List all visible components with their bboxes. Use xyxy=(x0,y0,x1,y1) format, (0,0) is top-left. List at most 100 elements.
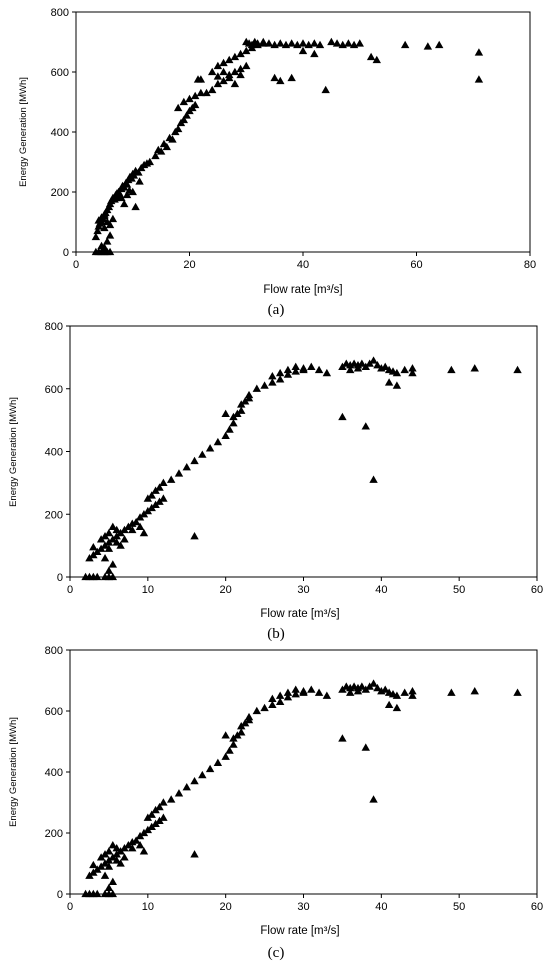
y-tick-label: 600 xyxy=(45,706,63,718)
data-point-triangle xyxy=(268,372,277,380)
data-point-triangle xyxy=(205,444,215,452)
y-axis-label: Energy Generation [MWh] xyxy=(8,717,19,827)
data-point-triangle xyxy=(259,37,268,46)
data-point-triangle xyxy=(104,566,114,574)
x-tick-label: 50 xyxy=(453,901,465,913)
data-point-triangle xyxy=(338,734,347,742)
data-point-triangle xyxy=(291,367,300,375)
data-point-triangle xyxy=(236,70,245,79)
data-point-triangle xyxy=(105,220,115,229)
data-point-triangle xyxy=(229,734,238,742)
data-point-triangle xyxy=(276,39,285,47)
data-point-triangle xyxy=(93,865,102,873)
data-point-triangle xyxy=(384,700,394,709)
data-point-triangle xyxy=(151,151,160,160)
data-point-triangle xyxy=(112,525,121,534)
x-axis-ticks: 0 10 20 30 40 50 60 xyxy=(67,577,543,596)
data-point-triangle xyxy=(219,58,228,67)
y-tick-label: 0 xyxy=(63,247,69,259)
data-point-triangle xyxy=(513,688,522,696)
x-tick-label: 0 xyxy=(73,259,79,271)
data-point-triangle xyxy=(366,52,376,61)
data-point-triangle xyxy=(298,39,308,47)
data-point-triangle xyxy=(100,223,109,232)
data-point-triangle xyxy=(283,365,293,374)
data-point-triangle xyxy=(372,55,381,64)
data-point-triangle xyxy=(408,364,417,372)
data-point-triangle xyxy=(240,719,250,727)
data-point-triangle xyxy=(447,365,456,374)
data-point-triangle xyxy=(162,142,171,151)
data-point-triangle xyxy=(369,679,378,687)
data-points xyxy=(81,679,522,898)
data-point-triangle xyxy=(373,361,382,369)
data-point-triangle xyxy=(221,409,230,417)
data-point-triangle xyxy=(208,85,217,94)
data-point-triangle xyxy=(230,79,240,88)
data-point-triangle xyxy=(307,362,316,370)
data-point-triangle xyxy=(276,76,285,85)
data-point-triangle xyxy=(129,171,139,179)
x-tick-label: 60 xyxy=(531,901,543,913)
data-point-triangle xyxy=(104,883,114,892)
chart-panel-c: 0 10 20 30 40 50 60 0 200 400 600 800 Flow rate [m… xyxy=(8,645,543,961)
x-tick-label: 0 xyxy=(67,584,73,596)
data-point-triangle xyxy=(322,691,332,699)
y-tick-label: 400 xyxy=(51,127,69,139)
y-tick-label: 400 xyxy=(45,767,63,779)
data-point-triangle xyxy=(213,437,223,446)
data-point-triangle xyxy=(108,560,118,568)
data-point-triangle xyxy=(369,356,378,364)
data-point-triangle xyxy=(105,247,115,256)
data-point-triangle xyxy=(114,192,124,200)
data-point-triangle xyxy=(213,79,223,88)
panel-caption: (c) xyxy=(268,945,285,961)
y-axis-ticks: 0 200 400 600 800 xyxy=(45,645,70,901)
x-tick-label: 60 xyxy=(410,259,422,271)
data-point-triangle xyxy=(112,844,121,852)
y-tick-label: 200 xyxy=(51,187,69,199)
data-point-triangle xyxy=(151,819,160,827)
x-tick-label: 20 xyxy=(220,584,232,596)
data-point-triangle xyxy=(190,100,200,109)
data-point-triangle xyxy=(104,544,114,552)
data-point-triangle xyxy=(298,46,308,55)
x-tick-label: 50 xyxy=(453,584,465,596)
data-point-triangle xyxy=(291,362,300,370)
y-tick-label: 600 xyxy=(51,67,69,79)
data-point-triangle xyxy=(147,810,156,818)
data-point-triangle xyxy=(474,75,484,83)
data-point-triangle xyxy=(322,368,332,377)
y-tick-label: 400 xyxy=(45,447,63,459)
data-point-triangle xyxy=(120,199,129,208)
data-point-triangle xyxy=(423,42,433,50)
data-point-triangle xyxy=(93,889,102,898)
data-point-triangle xyxy=(179,97,189,106)
y-tick-label: 800 xyxy=(45,321,63,333)
plot-frame xyxy=(69,649,538,895)
data-point-triangle xyxy=(237,722,246,730)
data-point-triangle xyxy=(135,522,145,530)
data-point-triangle xyxy=(100,859,110,867)
data-point-triangle xyxy=(182,111,191,119)
data-point-triangle xyxy=(338,412,347,421)
data-point-triangle xyxy=(112,850,121,858)
data-point-triangle xyxy=(283,370,293,378)
x-tick-label: 10 xyxy=(142,584,154,596)
data-point-triangle xyxy=(198,450,207,458)
data-point-triangle xyxy=(116,847,125,855)
data-point-triangle xyxy=(128,844,137,852)
data-point-triangle xyxy=(291,690,300,698)
y-tick-label: 200 xyxy=(45,509,63,521)
x-tick-label: 40 xyxy=(297,259,309,271)
data-point-triangle xyxy=(470,686,479,695)
data-point-triangle xyxy=(237,728,246,736)
data-point-triangle xyxy=(221,431,230,439)
data-point-triangle xyxy=(91,232,101,241)
data-point-triangle xyxy=(155,816,164,824)
data-point-triangle xyxy=(229,419,238,427)
data-point-triangle xyxy=(225,425,234,433)
data-point-triangle xyxy=(270,73,279,82)
data-point-triangle xyxy=(283,693,293,701)
data-point-triangle xyxy=(182,783,191,791)
